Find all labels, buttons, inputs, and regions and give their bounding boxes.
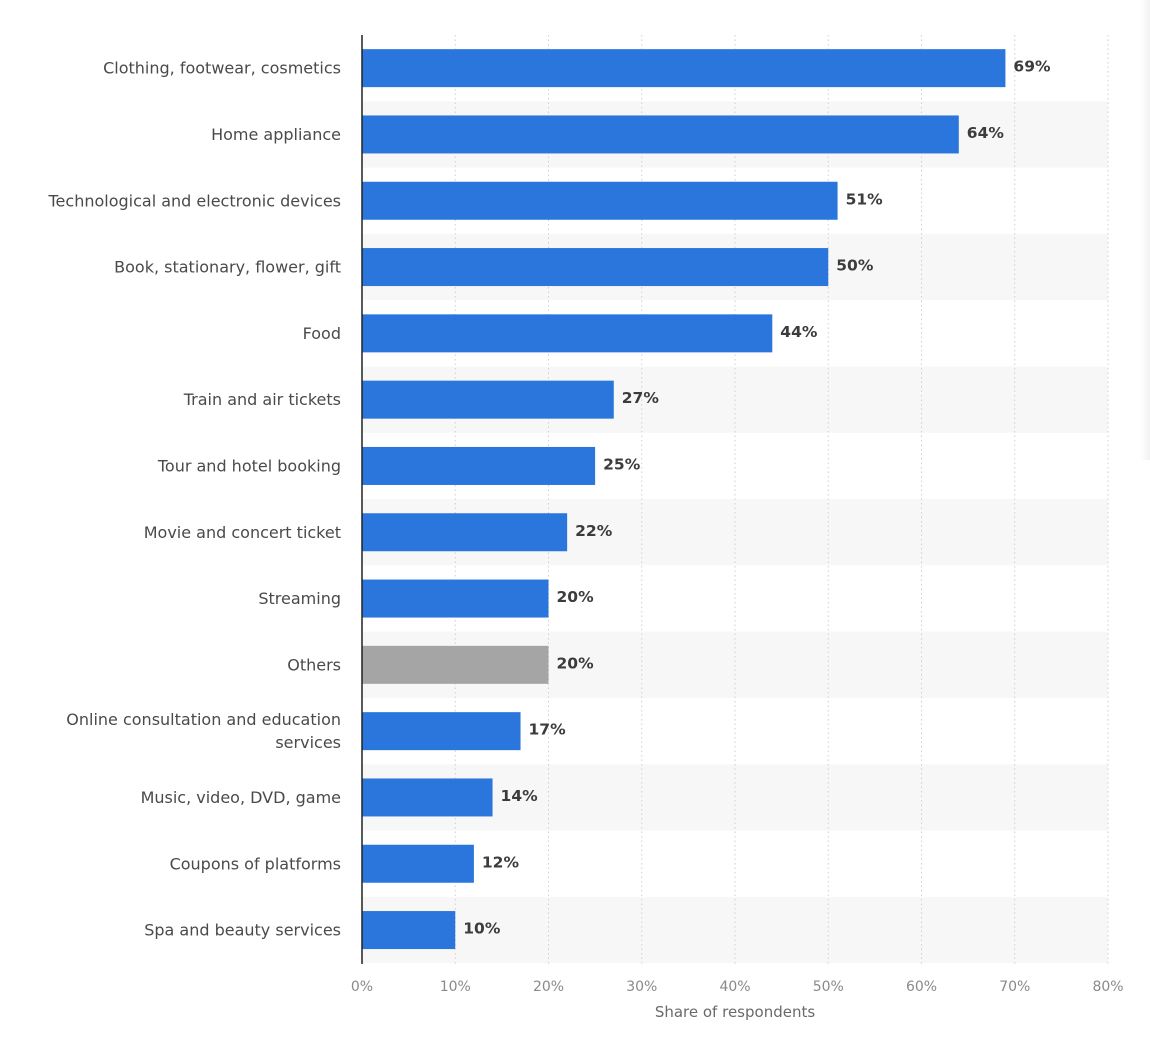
bar [362, 911, 456, 950]
bar [362, 248, 829, 287]
value-label: 20% [557, 588, 595, 606]
bar [362, 579, 549, 618]
value-label: 10% [463, 920, 501, 938]
x-tick-label: 20% [533, 979, 564, 995]
value-label: 44% [780, 323, 818, 341]
bar [362, 181, 838, 220]
bar [362, 645, 549, 684]
category-label: Train and air tickets [183, 390, 341, 409]
category-label: Tour and hotel booking [157, 456, 341, 475]
bar [362, 844, 474, 883]
row-band [362, 896, 1108, 964]
value-label: 14% [501, 787, 539, 805]
value-label: 20% [557, 654, 595, 672]
category-label: Online consultation and education service… [66, 710, 341, 752]
category-label: Food [303, 324, 341, 343]
value-labels: 69% 64% 51% 50% 44% 27% 25% 22% 20% 20% 17% 14% 12% 1… [463, 58, 1051, 938]
value-label: 50% [836, 257, 874, 275]
category-label: Music, video, DVD, game [141, 788, 341, 807]
bars [362, 49, 1006, 950]
x-tick-label: 0% [351, 979, 373, 995]
category-label: Technological and electronic devices [48, 191, 342, 210]
category-label: Clothing, footwear, cosmetics [103, 59, 341, 78]
category-label: Coupons of platforms [170, 854, 341, 873]
category-label: Spa and beauty services [144, 921, 341, 940]
x-tick-label: 60% [906, 979, 937, 995]
category-label: Others [287, 655, 341, 674]
category-label: Book, stationary, flower, gift [114, 258, 341, 277]
category-labels: Clothing, footwear, cosmetics Home applia… [48, 59, 342, 940]
bar [362, 314, 773, 353]
value-label: 17% [529, 721, 567, 739]
bar [362, 115, 959, 154]
x-tick-label: 40% [719, 979, 750, 995]
x-tick-label: 10% [440, 979, 471, 995]
value-label: 25% [603, 455, 641, 473]
value-label: 12% [482, 853, 520, 871]
category-label: Movie and concert ticket [144, 523, 341, 542]
bar [362, 513, 568, 552]
category-label: Home appliance [211, 125, 341, 144]
category-label: Streaming [258, 589, 341, 608]
bar [362, 49, 1006, 88]
bar [362, 778, 493, 817]
x-axis-ticks: 0% 10% 20% 30% 40% 50% 60% 70% 80% [351, 979, 1124, 995]
value-label: 51% [846, 190, 884, 208]
bar [362, 446, 596, 485]
x-tick-label: 80% [1092, 979, 1123, 995]
x-tick-label: 70% [999, 979, 1030, 995]
value-label: 69% [1013, 58, 1051, 76]
x-tick-label: 50% [813, 979, 844, 995]
x-tick-label: 30% [626, 979, 657, 995]
x-axis-title: Share of respondents [655, 1003, 816, 1021]
value-label: 27% [622, 389, 660, 407]
bar [362, 380, 614, 419]
value-label: 64% [967, 124, 1005, 142]
value-label: 22% [575, 522, 613, 540]
bar [362, 712, 521, 751]
right-edge-shadow [1140, 0, 1150, 460]
